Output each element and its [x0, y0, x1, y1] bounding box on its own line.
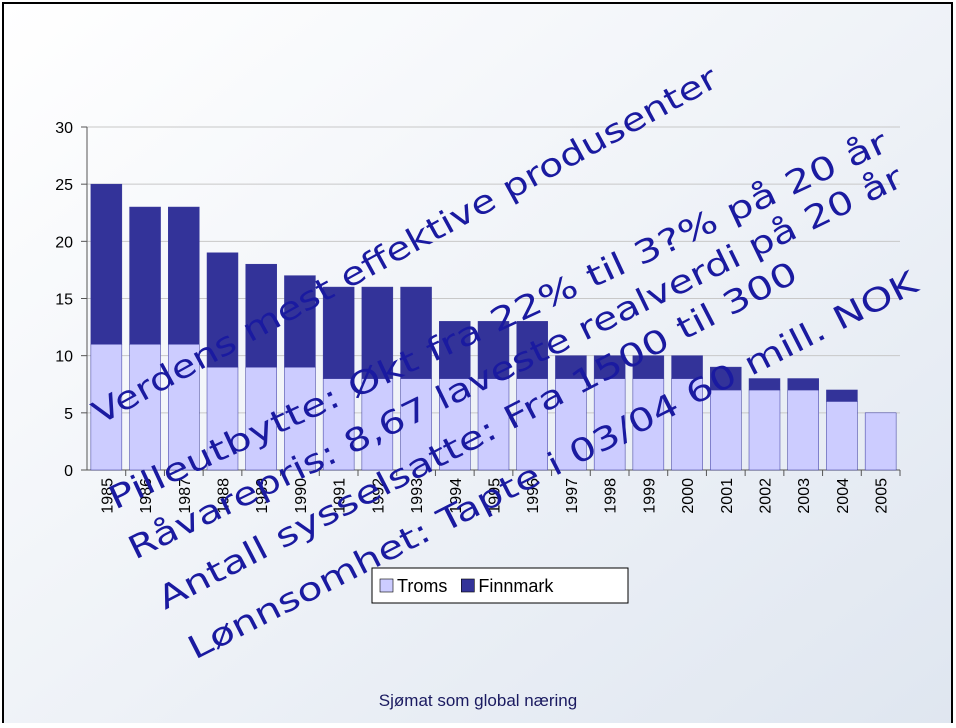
- bar-segment: [710, 389, 742, 471]
- legend-label: Finnmark: [478, 576, 554, 596]
- bar-segment: [168, 343, 200, 471]
- bar-segment: [593, 378, 626, 471]
- bar-segment: [477, 321, 510, 379]
- x-tick-label: 2002: [758, 478, 775, 514]
- bar-segment: [361, 378, 394, 471]
- bar-segment: [206, 366, 239, 471]
- bar-segment: [129, 206, 161, 345]
- x-tick-label: 1985: [99, 478, 116, 514]
- bar-segment: [439, 378, 471, 471]
- bar-segment: [864, 412, 897, 471]
- bar-segment: [671, 378, 703, 471]
- bar-segment: [168, 206, 200, 345]
- bar-segment: [748, 378, 781, 391]
- y-tick-label: 0: [64, 463, 73, 480]
- legend-box: [371, 567, 629, 604]
- y-tick-label: 10: [55, 349, 73, 366]
- bar-segment: [593, 355, 626, 379]
- x-tick-label: 2001: [719, 478, 736, 514]
- x-tick-label: 1999: [641, 478, 658, 514]
- x-tick-label: 1986: [138, 478, 155, 514]
- bar-segment: [245, 263, 277, 368]
- bar-segment: [555, 355, 587, 379]
- bar-segment: [90, 183, 123, 345]
- x-tick-label: 1988: [216, 478, 233, 514]
- y-tick-label: 30: [55, 120, 73, 137]
- bar-segment: [206, 252, 239, 368]
- bar-segment: [671, 355, 703, 379]
- bar-segment: [516, 378, 548, 471]
- bar-segment: [787, 378, 819, 391]
- x-tick-label: 1991: [332, 478, 349, 514]
- bar-segment: [439, 321, 471, 379]
- bar-segment: [477, 378, 510, 471]
- legend-swatch: [379, 578, 394, 593]
- y-tick-label: 5: [64, 406, 73, 423]
- x-tick-label: 1994: [448, 478, 465, 514]
- x-tick-label: 1990: [293, 478, 310, 514]
- bar-segment: [400, 378, 432, 471]
- x-tick-label: 2004: [835, 478, 852, 514]
- legend-label: Troms: [397, 576, 447, 596]
- bar-segment: [245, 366, 277, 471]
- y-tick-label: 20: [55, 234, 73, 251]
- x-tick-label: 1996: [525, 478, 542, 514]
- x-tick-label: 2005: [874, 478, 891, 514]
- bar-segment: [322, 378, 355, 471]
- footer: Sjømat som global næring: [379, 691, 577, 710]
- y-tick-label: 15: [55, 292, 73, 309]
- bar-segment: [710, 366, 742, 391]
- x-tick-label: 2003: [796, 478, 813, 514]
- x-tick-label: 1992: [370, 478, 387, 514]
- bar-segment: [516, 321, 548, 379]
- y-tick-label: 25: [55, 177, 73, 194]
- x-tick-label: 1989: [254, 478, 271, 514]
- bar-segment: [748, 389, 781, 471]
- bar-segment: [361, 286, 394, 379]
- bar-segment: [90, 343, 123, 471]
- x-tick-label: 1993: [409, 478, 426, 514]
- bar-segment: [787, 389, 819, 471]
- legend-swatch: [461, 578, 475, 593]
- bar-segment: [826, 401, 858, 471]
- bar-segment: [322, 286, 355, 379]
- bar-segment: [400, 286, 432, 379]
- bar-segment: [826, 389, 858, 402]
- x-tick-label: 2000: [680, 478, 697, 514]
- bar-segment: [632, 355, 665, 379]
- x-tick-label: 1987: [177, 478, 194, 514]
- x-tick-label: 1995: [487, 478, 504, 514]
- x-tick-label: 1998: [603, 478, 620, 514]
- bar-segment: [284, 275, 316, 368]
- x-tick-label: 1997: [564, 478, 581, 514]
